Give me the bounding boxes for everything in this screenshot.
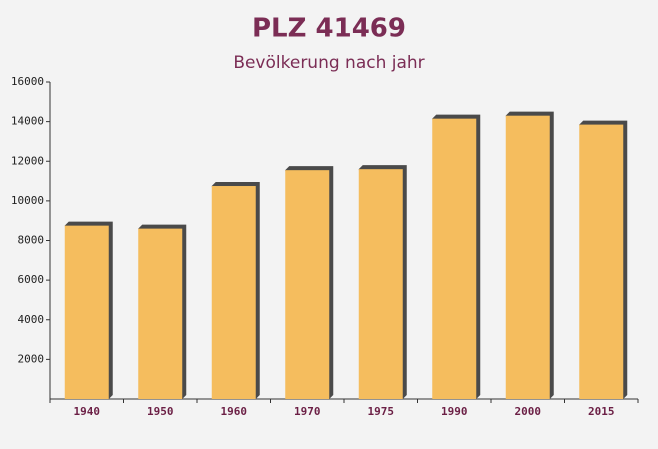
x-tick-label: 1950 xyxy=(147,405,174,418)
x-tick-label: 1990 xyxy=(441,405,468,418)
y-tick-label: 2000 xyxy=(18,352,45,365)
chart-title: PLZ 41469 xyxy=(252,14,406,44)
x-tick-label: 1970 xyxy=(294,405,321,418)
bar xyxy=(505,115,550,400)
bar xyxy=(138,228,183,399)
y-tick-label: 14000 xyxy=(11,115,44,128)
x-tick-label: 2000 xyxy=(515,405,542,418)
bar xyxy=(579,124,624,400)
y-tick-label: 4000 xyxy=(18,313,45,326)
x-tick-label: 1960 xyxy=(221,405,248,418)
x-tick-label: 1940 xyxy=(74,405,101,418)
y-tick-label: 6000 xyxy=(18,273,45,286)
bar xyxy=(358,169,403,399)
x-tick-label: 1975 xyxy=(368,405,395,418)
y-tick-label: 8000 xyxy=(18,234,45,247)
x-tick-label: 2015 xyxy=(588,405,615,418)
bar xyxy=(432,118,477,399)
y-tick-label: 10000 xyxy=(11,194,44,207)
bar xyxy=(64,225,109,399)
bar xyxy=(211,186,256,399)
y-tick-label: 12000 xyxy=(11,154,44,167)
chart-subtitle: Bevölkerung nach jahr xyxy=(233,53,424,73)
bar xyxy=(285,170,330,399)
y-tick-label: 16000 xyxy=(11,75,44,88)
